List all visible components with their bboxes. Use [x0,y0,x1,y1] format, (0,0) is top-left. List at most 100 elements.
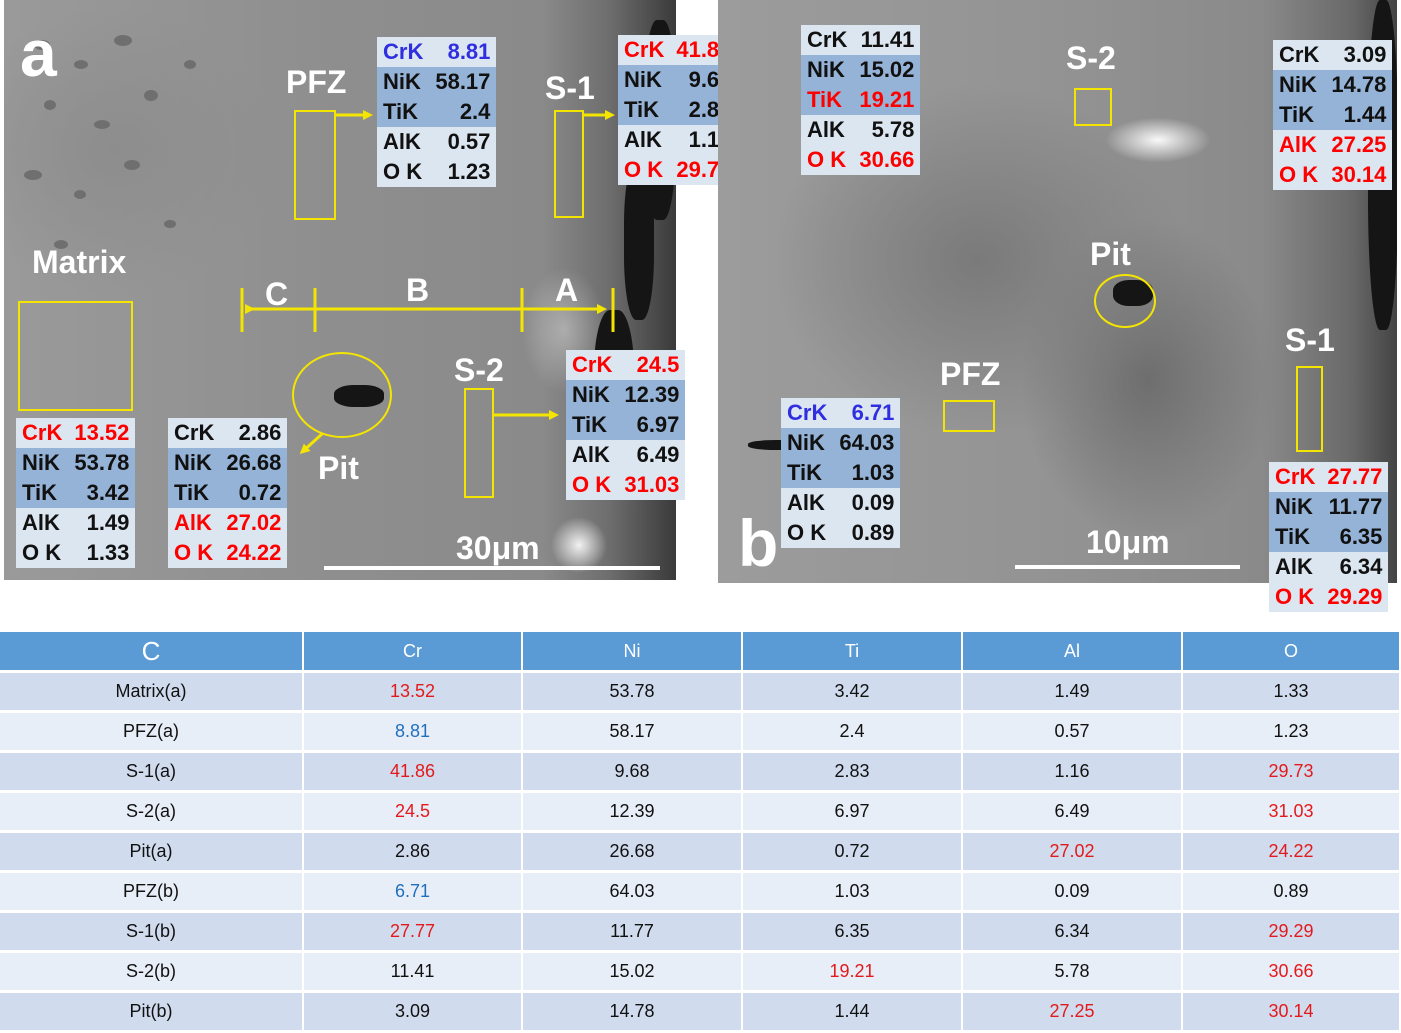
cell-o: 24.22 [1183,833,1401,873]
cell-al: 27.02 [963,833,1183,873]
table-row: S-1(a) 41.86 9.68 2.83 1.16 29.73 [0,753,1401,793]
label-pit-a: Pit [318,450,359,486]
cell-ti: 19.21 [743,953,963,993]
cell-o: 1.33 [1183,673,1401,713]
row-label: Pit(a) [0,833,304,873]
table-row: PFZ(a) 8.81 58.17 2.4 0.57 1.23 [0,713,1401,753]
row-label: S-2(b) [0,953,304,993]
header-ni: Ni [523,632,743,673]
pit-region-a [292,352,392,438]
cell-o: 1.23 [1183,713,1401,753]
cell-al: 1.49 [963,673,1183,713]
cell-ni: 9.68 [523,753,743,793]
s1-region-b [1296,366,1323,452]
label-pfz-b: PFZ [940,356,1001,392]
cell-cr: 2.86 [304,833,523,873]
cell-ni: 15.02 [523,953,743,993]
eds-box-pfz-b: CrK 6.71 NiK 64.03 TiK 1.03 AlK 0.09 O K 0.89 [781,398,901,548]
cell-al: 6.34 [963,913,1183,953]
cell-o: 31.03 [1183,793,1401,833]
pfz-region-a [294,110,336,220]
row-label: Matrix(a) [0,673,304,713]
label-pfz-a: PFZ [286,64,347,100]
row-label: S-1(a) [0,753,304,793]
s1-region-a [554,110,584,218]
label-c-a: C [265,276,289,312]
row-label: S-2(a) [0,793,304,833]
cell-ti: 6.35 [743,913,963,953]
table-row: S-2(b) 11.41 15.02 19.21 5.78 30.66 [0,953,1401,993]
cell-al: 27.25 [963,993,1183,1033]
cell-cr: 13.52 [304,673,523,713]
cell-o: 30.14 [1183,993,1401,1033]
row-label: Pit(b) [0,993,304,1033]
table-row: Pit(b) 3.09 14.78 1.44 27.25 30.14 [0,993,1401,1033]
scale-label-b: 10μm [1086,524,1170,560]
eds-box-s1-a: CrK 41.86 NiK 9.68 TiK 2.83 AlK 1.16 O K 29.7… [618,35,738,185]
cell-ni: 64.03 [523,873,743,913]
cell-cr: 8.81 [304,713,523,753]
cell-ti: 2.4 [743,713,963,753]
row-label: PFZ(b) [0,873,304,913]
header-o: O [1183,632,1401,673]
cell-al: 0.09 [963,873,1183,913]
cell-ti: 1.03 [743,873,963,913]
pfz-region-b [943,400,995,432]
cell-ti: 1.44 [743,993,963,1033]
cell-ni: 53.78 [523,673,743,713]
cell-cr: 11.41 [304,953,523,993]
eds-box-s1-b: CrK 27.77 NiK 11.77 TiK 6.35 AlK 6.34 O K 29.… [1269,462,1389,612]
table-row: PFZ(b) 6.71 64.03 1.03 0.09 0.89 [0,873,1401,913]
label-s1-b: S-1 [1285,322,1335,358]
cell-al: 5.78 [963,953,1183,993]
label-pit-b: Pit [1090,236,1131,272]
scale-bar-b [1015,565,1240,569]
header-cr: Cr [304,632,523,673]
header-label: C [0,632,304,673]
panel-b-letter: b [738,506,779,580]
cell-ni: 58.17 [523,713,743,753]
cell-al: 1.16 [963,753,1183,793]
table-row: S-2(a) 24.5 12.39 6.97 6.49 31.03 [0,793,1401,833]
cell-cr: 6.71 [304,873,523,913]
cell-al: 6.49 [963,793,1183,833]
label-s2-b: S-2 [1066,40,1116,76]
label-matrix-a: Matrix [32,244,127,280]
row-label: S-1(b) [0,913,304,953]
label-s1-a: S-1 [545,70,595,106]
table-row: Matrix(a) 13.52 53.78 3.42 1.49 1.33 [0,673,1401,713]
cell-ti: 0.72 [743,833,963,873]
cell-o: 29.73 [1183,753,1401,793]
cell-al: 0.57 [963,713,1183,753]
header-al: Al [963,632,1183,673]
cell-ni: 12.39 [523,793,743,833]
label-s2-a: S-2 [454,352,504,388]
table-header-row: C Cr Ni Ti Al O [0,632,1401,673]
cell-ti: 6.97 [743,793,963,833]
eds-box-matrix-a: CrK 13.52 NiK 53.78 TiK 3.42 AlK 1.49 O K 1.3… [16,418,136,568]
panel-a-letter: a [20,16,57,90]
s2-region-b [1074,88,1112,126]
eds-box-pit-a: CrK 2.86 NiK 26.68 TiK 0.72 AlK 27.02 O K 24.… [168,418,288,568]
label-b-a: B [406,272,430,308]
cell-cr: 3.09 [304,993,523,1033]
eds-box-pit-b: CrK 3.09 NiK 14.78 TiK 1.44 AlK 27.25 O K 30.… [1273,40,1393,190]
cell-ni: 14.78 [523,993,743,1033]
table-row: Pit(a) 2.86 26.68 0.72 27.02 24.22 [0,833,1401,873]
cell-ti: 2.83 [743,753,963,793]
cell-ti: 3.42 [743,673,963,713]
cell-o: 29.29 [1183,913,1401,953]
cell-o: 30.66 [1183,953,1401,993]
pit-region-b [1094,274,1156,328]
eds-box-s2-a: CrK 24.5 NiK 12.39 TiK 6.97 AlK 6.49 O K 31.0… [566,350,686,500]
eds-box-pfz-a: CrK 8.81 NiK 58.17 TiK 2.4 AlK 0.57 O K 1.23 [377,37,497,187]
eds-box-s2-b: CrK 11.41 NiK 15.02 TiK 19.21 AlK 5.78 O K 30… [801,25,921,175]
scale-label-a: 30μm [456,530,540,566]
composition-table: C Cr Ni Ti Al O Matrix(a) 13.52 53.78 3.… [0,632,1401,1033]
matrix-region-a [18,301,133,411]
cell-cr: 24.5 [304,793,523,833]
cell-ni: 11.77 [523,913,743,953]
cell-cr: 41.86 [304,753,523,793]
cell-o: 0.89 [1183,873,1401,913]
header-ti: Ti [743,632,963,673]
